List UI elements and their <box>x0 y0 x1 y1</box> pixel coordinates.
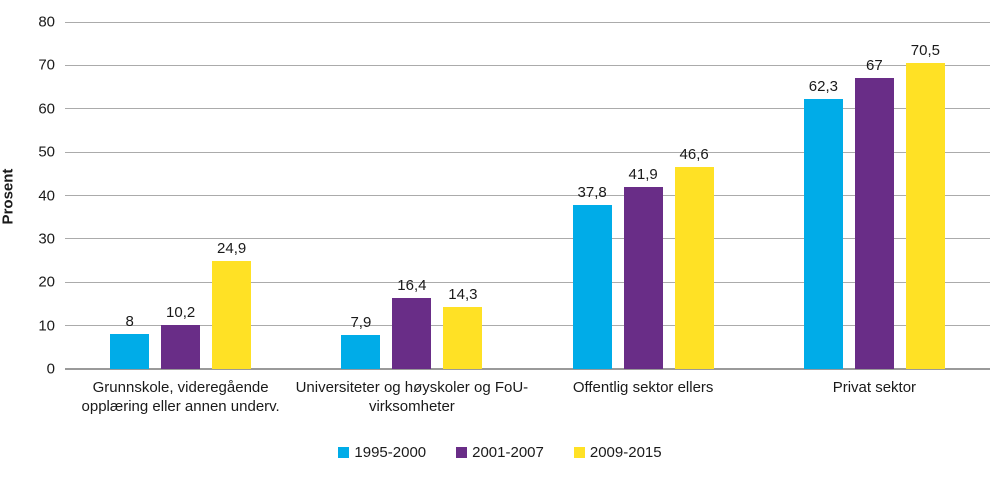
bar-1995-2000-group4 <box>803 98 843 369</box>
x-category-label-1: Grunnskole, videregående opplæring eller… <box>81 379 280 415</box>
bar-wrap: 24,9 <box>212 240 252 369</box>
bar-1995-2000-group3 <box>572 205 612 369</box>
gridline-60 <box>65 108 990 110</box>
bar-1995-2000-group2 <box>341 334 381 369</box>
x-category-label-3: Offentlig sektor ellers <box>572 379 714 396</box>
bar-wrap: 14,3 <box>443 286 483 369</box>
bar-wrap: 46,6 <box>674 146 714 369</box>
bar-value-label: 10,2 <box>166 303 196 321</box>
bar-group-2: 7,9 16,4 14,3 <box>296 22 527 369</box>
legend-swatch-icon <box>338 447 350 458</box>
y-tick-label-50: 50 <box>38 143 55 161</box>
bar-2009-2015-group4 <box>905 63 945 369</box>
bar-value-label: 8 <box>125 313 134 331</box>
bar-value-label: 7,9 <box>350 313 372 331</box>
legend-item-1995-2000: 1995-2000 <box>338 444 426 461</box>
bar-2001-2007-group3 <box>623 187 663 369</box>
bar-2009-2015-group2 <box>443 306 483 369</box>
bar-value-label: 14,3 <box>448 285 478 303</box>
bar-value-label: 41,9 <box>628 166 658 184</box>
bar-wrap: 41,9 <box>623 166 663 369</box>
legend-label: 2009-2015 <box>589 444 662 461</box>
x-axis-line <box>65 368 990 370</box>
bar-2001-2007-group4 <box>854 78 894 369</box>
bar-2001-2007-group1 <box>161 324 201 369</box>
bar-value-label: 46,6 <box>679 145 709 163</box>
bar-2001-2007-group2 <box>392 297 432 369</box>
bar-value-label: 16,4 <box>397 276 427 294</box>
bar-wrap: 62,3 <box>803 78 843 369</box>
legend-swatch-icon <box>573 447 585 458</box>
bar-wrap: 37,8 <box>572 184 612 369</box>
gridline-80 <box>65 21 990 23</box>
gridline-20 <box>65 281 990 283</box>
bar-value-label: 37,8 <box>577 184 607 202</box>
bar-group-4: 62,3 67 70,5 <box>759 22 990 369</box>
bar-2009-2015-group3 <box>674 166 714 369</box>
bar-value-label: 67 <box>866 57 883 75</box>
bar-wrap: 10,2 <box>161 304 201 369</box>
y-tick-label-0: 0 <box>46 360 55 378</box>
y-tick-label-80: 80 <box>38 13 55 31</box>
bar-wrap: 70,5 <box>905 42 945 369</box>
bar-wrap: 16,4 <box>392 277 432 369</box>
bar-wrap: 67 <box>854 57 894 369</box>
legend-label: 2001-2007 <box>472 444 544 461</box>
y-tick-label-20: 20 <box>38 273 55 291</box>
bar-wrap: 8 <box>110 313 150 369</box>
bar-value-label: 24,9 <box>217 240 247 257</box>
legend-item-2009-2015: 2009-2015 <box>573 444 662 461</box>
bar-group-1: 8 10,2 24,9 <box>65 22 296 369</box>
x-category-label-4: Privat sektor <box>832 379 917 396</box>
bar-value-label: 70,5 <box>910 42 940 60</box>
plot-area: 0 10 20 30 40 50 60 70 80 8 10,2 24,9 7,9 16,4 14,3 37,… <box>38 14 990 378</box>
legend-swatch-icon <box>456 447 468 458</box>
gridline-70 <box>65 64 990 66</box>
legend: 1995-2000 2001-2007 2009-2015 <box>0 444 1000 461</box>
x-category-label-2: Universiteter og høyskoler og FoU-virkso… <box>295 379 529 415</box>
gridline-30 <box>65 238 990 240</box>
bar-wrap: 7,9 <box>341 314 381 369</box>
y-tick-label-40: 40 <box>38 187 55 204</box>
gridline-40 <box>65 195 990 196</box>
bar-1995-2000-group1 <box>110 334 150 369</box>
legend-label: 1995-2000 <box>354 444 427 461</box>
gridline-10 <box>65 325 990 327</box>
y-tick-label-30: 30 <box>38 230 55 248</box>
y-tick-label-60: 60 <box>38 100 55 118</box>
bar-value-label: 62,3 <box>808 77 838 95</box>
bar-2009-2015-group1 <box>212 261 252 369</box>
y-axis-title: Prosent <box>0 168 17 225</box>
gridline-50 <box>65 151 990 153</box>
y-tick-label-70: 70 <box>38 56 55 74</box>
legend-item-2001-2007: 2001-2007 <box>456 444 544 461</box>
y-tick-label-10: 10 <box>38 317 55 335</box>
bar-group-3: 37,8 41,9 46,6 <box>528 22 759 369</box>
